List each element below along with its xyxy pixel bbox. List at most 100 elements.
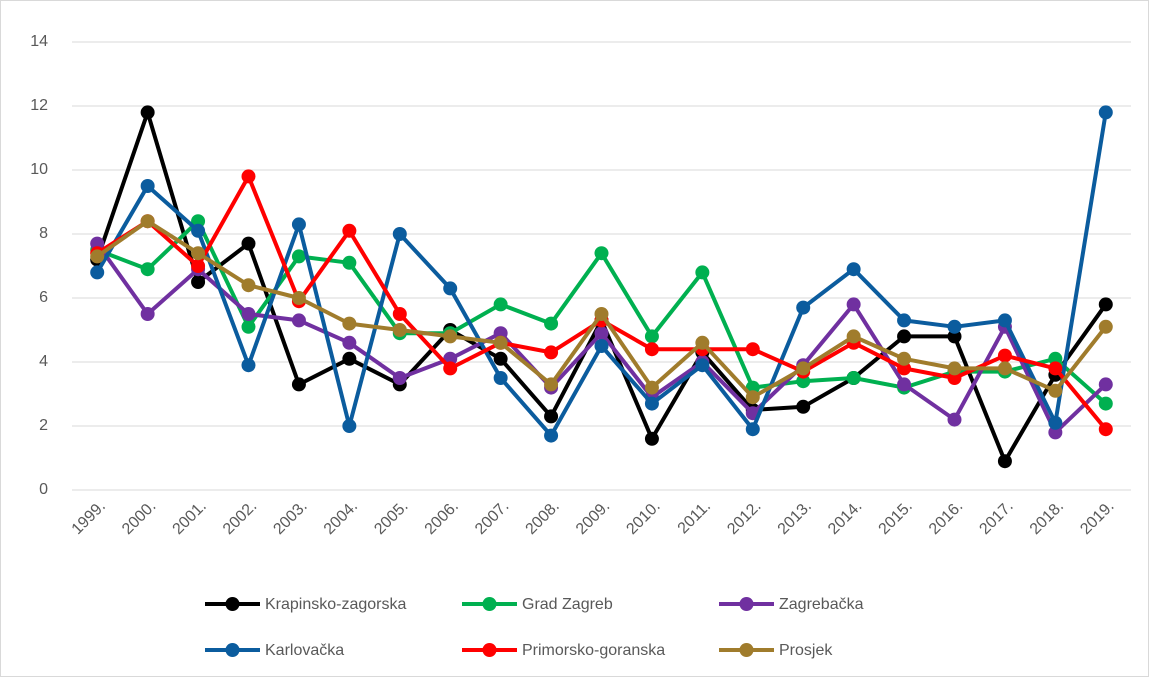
legend-label: Prosjek — [779, 642, 833, 659]
point-marker — [191, 223, 206, 238]
point-marker — [191, 259, 206, 273]
point-marker — [140, 179, 155, 193]
point-marker — [745, 390, 760, 405]
point-marker — [1048, 351, 1063, 366]
point-marker — [140, 262, 155, 277]
point-marker — [1048, 415, 1063, 430]
point-marker — [392, 307, 407, 321]
point-marker — [342, 335, 357, 350]
point-marker — [1098, 396, 1113, 411]
point-marker — [544, 428, 559, 443]
point-marker — [443, 329, 458, 344]
legend-label: Karlovačka — [265, 642, 344, 659]
point-marker — [342, 419, 357, 433]
point-marker — [1098, 319, 1113, 334]
point-marker — [594, 326, 609, 341]
point-marker — [846, 371, 861, 385]
point-marker — [1098, 297, 1113, 312]
point-marker — [997, 361, 1012, 376]
point-marker — [695, 265, 710, 280]
y-tick-label: 8 — [39, 225, 48, 242]
point-marker — [493, 371, 508, 385]
point-marker — [897, 351, 912, 366]
point-marker — [947, 361, 962, 376]
point-marker — [342, 316, 357, 331]
point-marker — [493, 351, 508, 366]
point-marker — [342, 255, 357, 270]
point-marker — [90, 249, 105, 264]
point-marker — [544, 345, 559, 360]
legend-marker — [225, 597, 240, 611]
y-tick-label: 12 — [30, 97, 48, 114]
point-marker — [644, 380, 659, 395]
point-marker — [897, 313, 912, 328]
point-marker — [544, 409, 559, 424]
legend-label: Primorsko-goranska — [522, 642, 665, 659]
legend-marker — [225, 643, 240, 657]
point-marker — [846, 329, 861, 344]
point-marker — [493, 297, 508, 312]
point-marker — [191, 246, 206, 261]
point-marker — [191, 214, 206, 229]
y-tick-label: 4 — [39, 353, 48, 370]
point-marker — [140, 214, 155, 229]
point-marker — [644, 431, 659, 446]
point-marker — [90, 265, 105, 280]
legend-marker — [482, 643, 497, 657]
point-marker — [997, 348, 1012, 363]
legend-label: Krapinsko-zagorska — [265, 596, 407, 613]
point-marker — [140, 105, 155, 120]
point-marker — [745, 342, 760, 357]
point-marker — [342, 351, 357, 366]
y-tick-label: 10 — [30, 161, 48, 178]
point-marker — [392, 227, 407, 241]
point-marker — [291, 291, 306, 305]
point-marker — [544, 377, 559, 392]
legend-label: Zagrebačka — [779, 596, 864, 613]
y-tick-label: 14 — [30, 33, 48, 50]
point-marker — [241, 307, 256, 321]
point-marker — [796, 300, 811, 315]
point-marker — [191, 275, 206, 289]
point-marker — [90, 236, 105, 251]
legend-marker — [739, 643, 754, 657]
point-marker — [1098, 377, 1113, 392]
point-marker — [443, 281, 458, 296]
point-marker — [493, 326, 508, 341]
point-marker — [392, 371, 407, 385]
point-marker — [897, 361, 912, 376]
point-marker — [644, 396, 659, 411]
point-marker — [1048, 425, 1063, 440]
point-marker — [544, 316, 559, 331]
point-marker — [796, 374, 811, 389]
point-marker — [291, 217, 306, 232]
point-marker — [897, 377, 912, 392]
point-marker — [897, 329, 912, 344]
point-marker — [594, 246, 609, 261]
point-marker — [745, 422, 760, 437]
point-marker — [291, 249, 306, 264]
point-marker — [947, 412, 962, 427]
y-tick-label: 2 — [39, 417, 48, 434]
point-marker — [1098, 422, 1113, 437]
point-marker — [443, 361, 458, 376]
point-marker — [947, 371, 962, 385]
point-marker — [594, 307, 609, 321]
point-marker — [1048, 361, 1063, 376]
point-marker — [241, 169, 256, 184]
point-marker — [291, 313, 306, 328]
point-marker — [796, 399, 811, 414]
point-marker — [291, 377, 306, 392]
legend-marker — [482, 597, 497, 611]
point-marker — [846, 297, 861, 312]
y-tick-label: 0 — [39, 481, 48, 498]
point-marker — [947, 329, 962, 344]
point-marker — [140, 307, 155, 321]
point-marker — [997, 454, 1012, 469]
point-marker — [997, 313, 1012, 328]
point-marker — [1098, 105, 1113, 120]
point-marker — [241, 278, 256, 293]
point-marker — [644, 342, 659, 357]
point-marker — [644, 329, 659, 344]
